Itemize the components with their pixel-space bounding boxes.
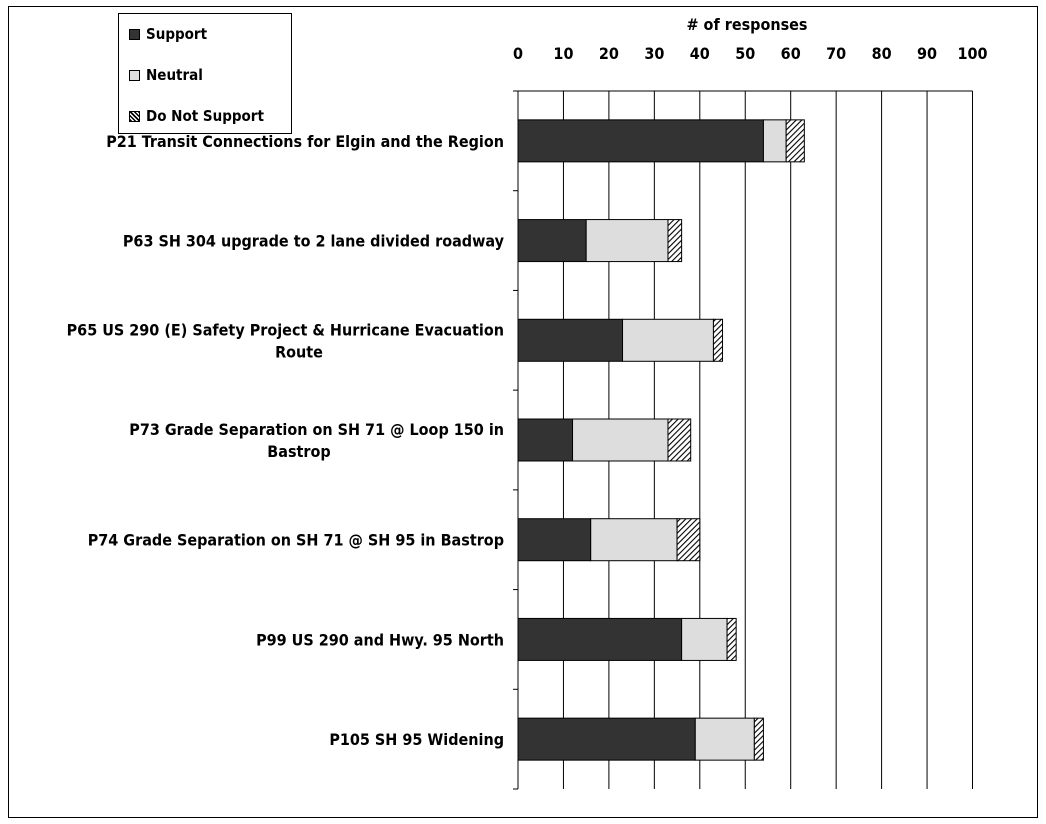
legend-label-support: Support (146, 25, 207, 43)
category-label: P21 Transit Connections for Elgin and th… (106, 132, 504, 151)
bar-support (518, 519, 591, 561)
bar-neutral (695, 718, 754, 760)
bar-support (518, 120, 763, 162)
x-tick-label: 80 (872, 44, 892, 63)
bar-neutral (623, 319, 714, 361)
bar-do-not-support (677, 519, 700, 561)
category-label: P73 Grade Separation on SH 71 @ Loop 150… (129, 420, 504, 439)
category-label: P74 Grade Separation on SH 71 @ SH 95 in… (88, 531, 504, 550)
legend-item-support: Support (129, 24, 207, 44)
bar-support (518, 220, 586, 262)
x-tick-label: 10 (553, 44, 573, 63)
category-label: P65 US 290 (E) Safety Project & Hurrican… (67, 320, 504, 339)
bar-do-not-support (727, 618, 736, 660)
bar-do-not-support (713, 319, 722, 361)
category-label: Bastrop (267, 442, 330, 461)
bar-neutral (573, 419, 668, 461)
legend-item-do-not-support: Do Not Support (129, 106, 264, 126)
x-tick-label: 90 (917, 44, 937, 63)
legend-swatch-do-not-support (129, 111, 140, 122)
legend-swatch-support (129, 29, 140, 40)
category-label: P99 US 290 and Hwy. 95 North (256, 630, 504, 649)
x-tick-label: 100 (957, 44, 987, 63)
chart-frame: 0 10 20 30 40 50 60 70 80 90 100 P21 Transit Conne… (8, 6, 1038, 818)
x-tick-label: 70 (826, 44, 846, 63)
x-tick-label: 60 (781, 44, 801, 63)
category-label: P105 SH 95 Widening (329, 730, 504, 749)
bar-neutral (586, 220, 668, 262)
x-tick-label: 40 (690, 44, 710, 63)
bar-neutral (763, 120, 786, 162)
bar-do-not-support (668, 419, 691, 461)
x-tick-label: 0 (513, 44, 523, 63)
bar-support (518, 319, 623, 361)
bar-neutral (682, 618, 727, 660)
bar-do-not-support (786, 120, 804, 162)
category-label: Route (275, 342, 323, 361)
x-tick-label: 50 (735, 44, 755, 63)
bar-do-not-support (754, 718, 763, 760)
bar-support (518, 618, 682, 660)
legend-item-neutral: Neutral (129, 65, 203, 85)
x-axis-label: # of responses (686, 15, 807, 34)
x-tick-label: 20 (599, 44, 619, 63)
category-label: P63 SH 304 upgrade to 2 lane divided roa… (123, 232, 505, 251)
bar-neutral (591, 519, 677, 561)
bar-do-not-support (668, 220, 682, 262)
legend-label-do-not-support: Do Not Support (146, 107, 264, 125)
chart-legend: Support Neutral Do Not Support (118, 13, 292, 134)
bar-support (518, 419, 573, 461)
legend-label-neutral: Neutral (146, 66, 203, 84)
legend-swatch-neutral (129, 70, 140, 81)
bar-support (518, 718, 695, 760)
x-tick-label: 30 (644, 44, 664, 63)
